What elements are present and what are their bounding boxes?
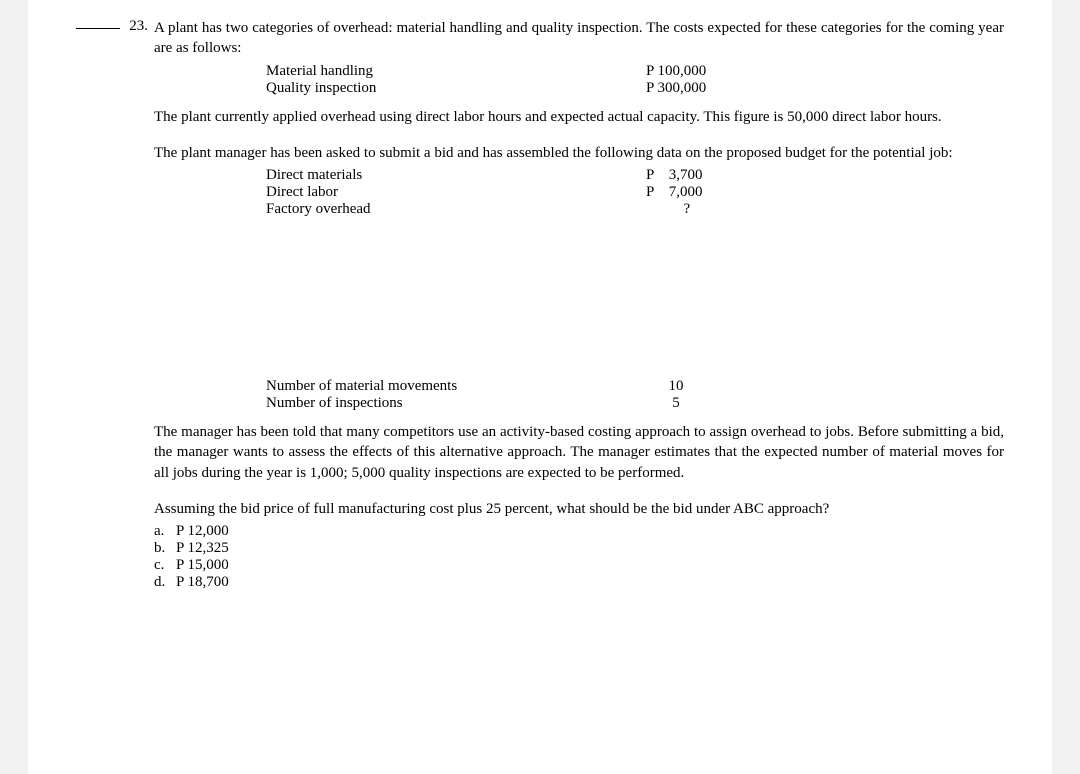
- option-text: P 12,325: [176, 540, 229, 557]
- table-row: Material handling P 100,000: [266, 63, 1004, 80]
- question-content: Material handling P 100,000 Quality insp…: [154, 63, 1004, 592]
- paragraph-4: The manager has been told that many comp…: [154, 422, 1004, 483]
- option-text: P 18,700: [176, 574, 229, 591]
- answer-blank-line: [76, 28, 120, 29]
- budget-value: ?: [646, 201, 766, 218]
- paragraph-3: The plant manager has been asked to subm…: [154, 143, 1004, 163]
- budget-label: Direct labor: [266, 184, 646, 201]
- option-row: a. P 12,000: [154, 523, 1004, 540]
- paragraph-2: The plant currently applied overhead usi…: [154, 107, 1004, 127]
- budget-value: P 7,000: [646, 184, 766, 201]
- intro-paragraph: A plant has two categories of overhead: …: [154, 18, 1004, 59]
- question-body: A plant has two categories of overhead: …: [154, 18, 1004, 63]
- question-number: 23.: [124, 18, 154, 35]
- overhead-label: Material handling: [266, 63, 646, 80]
- option-row: c. P 15,000: [154, 557, 1004, 574]
- activity-label: Number of material movements: [266, 378, 646, 395]
- document-page: 23. A plant has two categories of overhe…: [28, 0, 1052, 774]
- activity-value: 5: [646, 395, 706, 412]
- table-row: Direct labor P 7,000: [266, 184, 1004, 201]
- option-letter: b.: [154, 540, 176, 557]
- option-row: d. P 18,700: [154, 574, 1004, 591]
- budget-table: Direct materials P 3,700 Direct labor P …: [266, 167, 1004, 218]
- table-row: Quality inspection P 300,000: [266, 80, 1004, 97]
- option-letter: a.: [154, 523, 176, 540]
- overhead-value: P 300,000: [646, 80, 766, 97]
- budget-label: Factory overhead: [266, 201, 646, 218]
- option-letter: d.: [154, 574, 176, 591]
- table-row: Number of material movements 10: [266, 378, 1004, 395]
- option-text: P 12,000: [176, 523, 229, 540]
- overhead-value: P 100,000: [646, 63, 766, 80]
- option-text: P 15,000: [176, 557, 229, 574]
- options-list: a. P 12,000 b. P 12,325 c. P 15,000 d. P…: [154, 523, 1004, 591]
- option-letter: c.: [154, 557, 176, 574]
- question-row: 23. A plant has two categories of overhe…: [76, 18, 1004, 63]
- budget-label: Direct materials: [266, 167, 646, 184]
- table-row: Number of inspections 5: [266, 395, 1004, 412]
- activity-value: 10: [646, 378, 706, 395]
- vertical-gap: [154, 228, 1004, 378]
- overhead-table: Material handling P 100,000 Quality insp…: [266, 63, 1004, 97]
- table-row: Factory overhead ?: [266, 201, 1004, 218]
- activity-table: Number of material movements 10 Number o…: [266, 378, 1004, 412]
- table-row: Direct materials P 3,700: [266, 167, 1004, 184]
- paragraph-5: Assuming the bid price of full manufactu…: [154, 499, 1004, 519]
- activity-label: Number of inspections: [266, 395, 646, 412]
- option-row: b. P 12,325: [154, 540, 1004, 557]
- budget-value: P 3,700: [646, 167, 766, 184]
- overhead-label: Quality inspection: [266, 80, 646, 97]
